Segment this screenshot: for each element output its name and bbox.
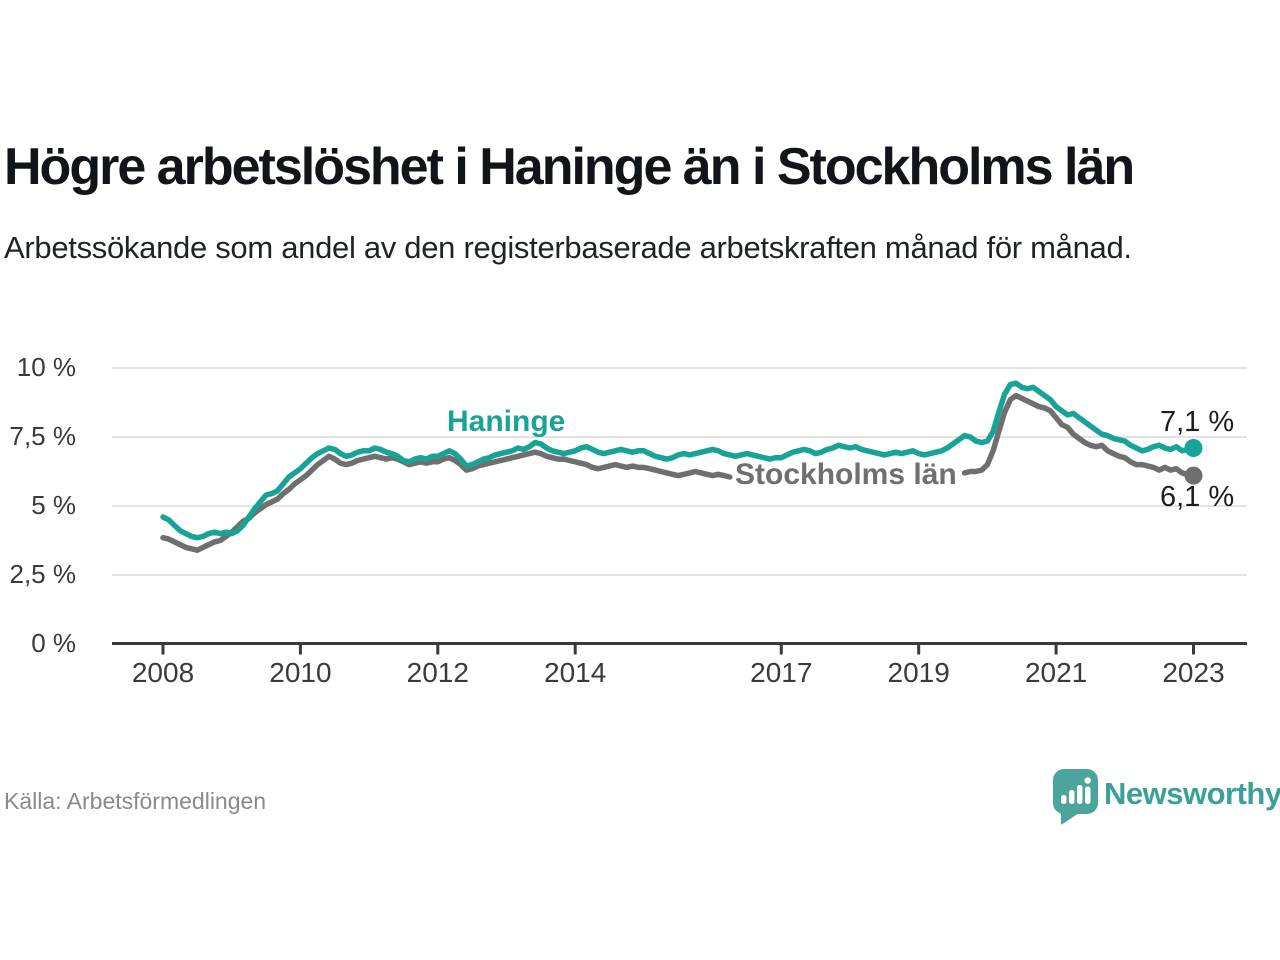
page-title: Högre arbetslöshet i Haninge än i Stockh… xyxy=(4,138,1135,196)
newsworthy-logo-icon xyxy=(1053,769,1098,825)
series-label-haninge: Haninge xyxy=(447,405,566,438)
y-axis-label: 2,5 % xyxy=(9,558,77,589)
y-axis-label: 10 % xyxy=(16,351,76,382)
chart-subtitle: Arbetssökande som andel av den registerb… xyxy=(4,230,1132,265)
haninge-line xyxy=(160,380,1197,541)
newsworthy-logo-text: Newsworthy xyxy=(1104,776,1280,811)
y-axis-label: 0 % xyxy=(31,627,76,658)
x-axis-label: 2014 xyxy=(544,657,607,688)
y-axis-label: 5 % xyxy=(31,489,76,520)
end-value-label-haninge: 7,1 % xyxy=(1160,406,1235,438)
x-axis-label: 2010 xyxy=(269,657,332,688)
stockholm-line xyxy=(160,392,1197,553)
y-axis-label: 7,5 % xyxy=(9,420,77,451)
x-axis-label: 2023 xyxy=(1162,657,1225,688)
x-axis-label: 2021 xyxy=(1024,657,1088,688)
series-label-stockholm: Stockholms län xyxy=(735,458,957,491)
newsworthy-logo: Newsworthy xyxy=(1052,768,1280,826)
haninge-end-dot xyxy=(1184,439,1203,457)
x-axis-label: 2017 xyxy=(750,657,813,688)
x-axis-label: 2008 xyxy=(131,657,195,688)
x-axis-label: 2019 xyxy=(887,657,950,688)
x-axis-label: 2012 xyxy=(406,657,469,688)
source-credit: Källa: Arbetsförmedlingen xyxy=(4,788,267,814)
stockholm-end-dot xyxy=(1184,466,1203,485)
end-value-label-stockholm: 6,1 % xyxy=(1160,481,1235,513)
